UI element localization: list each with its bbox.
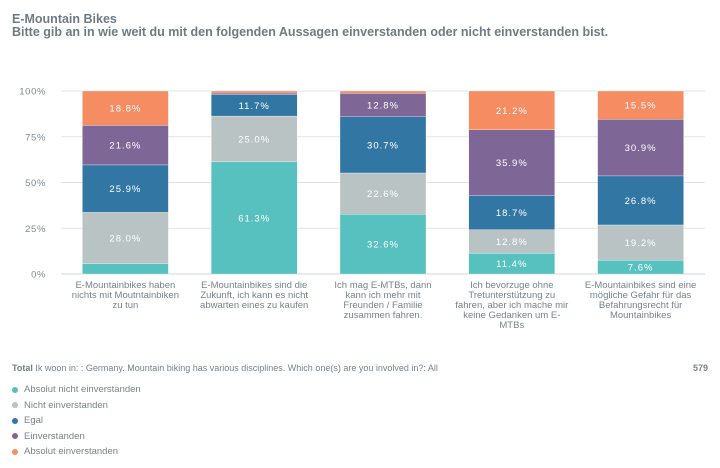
bar-segment[interactable] bbox=[597, 175, 684, 226]
legend-label: Absolut einverstanden bbox=[24, 446, 119, 458]
data-label: 11.7% bbox=[239, 101, 270, 112]
data-label: 32.6% bbox=[367, 240, 399, 251]
legend-item[interactable]: Absolut einverstanden bbox=[12, 444, 141, 460]
data-label: 11.4% bbox=[496, 259, 527, 270]
legend-item[interactable]: Egal bbox=[12, 413, 141, 429]
data-label: 22.6% bbox=[367, 189, 399, 200]
legend-dot-icon bbox=[12, 417, 18, 424]
bar-segment[interactable] bbox=[211, 90, 298, 94]
chart-subtitle: Bitte gib an in wie weit du mit den folg… bbox=[12, 25, 609, 39]
bar-segment[interactable] bbox=[468, 129, 555, 196]
legend-label: Egal bbox=[24, 415, 44, 427]
filter-text: Ik woon in: : Germany. Mountain biking h… bbox=[35, 363, 438, 373]
total-label: Total bbox=[12, 363, 33, 373]
bar-segment[interactable] bbox=[339, 116, 427, 174]
y-tick-label: 0% bbox=[31, 270, 46, 281]
y-tick-label: 100% bbox=[19, 87, 46, 98]
data-label: 30.7% bbox=[367, 140, 399, 151]
data-label: 61.3% bbox=[238, 213, 270, 224]
bar-segment[interactable] bbox=[597, 119, 684, 177]
legend-label: Absolut nicht einverstanden bbox=[24, 384, 141, 396]
bar-segment[interactable] bbox=[339, 214, 427, 275]
bar-segment[interactable] bbox=[82, 263, 169, 275]
data-label: 19.2% bbox=[625, 238, 657, 249]
data-label: 18.7% bbox=[496, 208, 528, 219]
bar-segment[interactable] bbox=[339, 172, 427, 215]
x-category-label: E-Mountainbikes sind eine mögliche Gefah… bbox=[584, 280, 697, 321]
data-label: 26.8% bbox=[625, 196, 657, 207]
bar-segment[interactable] bbox=[211, 161, 298, 275]
bar-segment[interactable] bbox=[468, 195, 555, 230]
data-label: 35.9% bbox=[496, 158, 528, 169]
data-label: 21.2% bbox=[496, 106, 528, 117]
x-category-label: Ich mag E-MTBs, dann kann ich mehr mit F… bbox=[334, 280, 432, 321]
data-label: 12.8% bbox=[496, 237, 528, 248]
bar-segment[interactable] bbox=[211, 115, 298, 162]
y-tick-label: 75% bbox=[25, 132, 46, 143]
respondent-count: 579 bbox=[692, 363, 708, 373]
stacked-bar-chart: 0% 25% 50% 75% 100% 28.0% 25.9% 21.6% 18.8% 61.3%… bbox=[19, 87, 705, 281]
bar-segment[interactable] bbox=[597, 224, 684, 261]
y-tick-label: 25% bbox=[25, 224, 46, 235]
legend-item[interactable]: Absolut nicht einverstanden bbox=[12, 382, 141, 398]
data-label: 15.5% bbox=[625, 101, 657, 112]
bar-segment[interactable] bbox=[211, 92, 298, 95]
bar-segment[interactable] bbox=[597, 90, 684, 120]
bar-segment[interactable] bbox=[339, 90, 427, 94]
legend-label: Nicht einverstanden bbox=[24, 399, 108, 411]
legend-dot-icon bbox=[12, 402, 18, 409]
data-label: 18.8% bbox=[109, 104, 141, 115]
footer: Total Ik woon in: : Germany. Mountain bi… bbox=[12, 363, 708, 373]
x-category-label: E-Mountainbikes sind die Zukunft, ich ka… bbox=[200, 280, 309, 311]
data-label: 25.9% bbox=[109, 184, 141, 195]
bar-segment[interactable] bbox=[82, 125, 169, 166]
x-category-label: Ich bevorzuge ohne Tretunterstützung zu … bbox=[455, 280, 569, 331]
y-tick-label: 50% bbox=[25, 178, 46, 189]
x-category-label: E-Mountainbikes haben nichts mit Moutnta… bbox=[71, 280, 179, 311]
legend-item[interactable]: Nicht einverstanden bbox=[12, 398, 141, 414]
legend-dot-icon bbox=[12, 386, 18, 393]
chart-title: E-Mountain Bikes bbox=[12, 12, 117, 26]
data-label: 28.0% bbox=[109, 233, 141, 244]
data-label: 21.6% bbox=[109, 141, 141, 152]
data-label: 12.8% bbox=[367, 101, 399, 112]
bar-segment[interactable] bbox=[82, 90, 169, 126]
data-label: 30.9% bbox=[625, 143, 657, 154]
legend-dot-icon bbox=[12, 433, 18, 440]
data-label: 25.0% bbox=[238, 134, 270, 145]
bar-segment[interactable] bbox=[468, 90, 555, 130]
legend-dot-icon bbox=[12, 448, 18, 455]
bar-segment[interactable] bbox=[82, 164, 169, 213]
legend-item[interactable]: Einverstanden bbox=[12, 429, 141, 445]
bar-segment[interactable] bbox=[82, 212, 169, 264]
legend-label: Einverstanden bbox=[24, 430, 85, 442]
data-label: 7.6% bbox=[628, 263, 654, 274]
legend: Absolut nicht einverstanden Nicht einvers… bbox=[12, 382, 141, 460]
